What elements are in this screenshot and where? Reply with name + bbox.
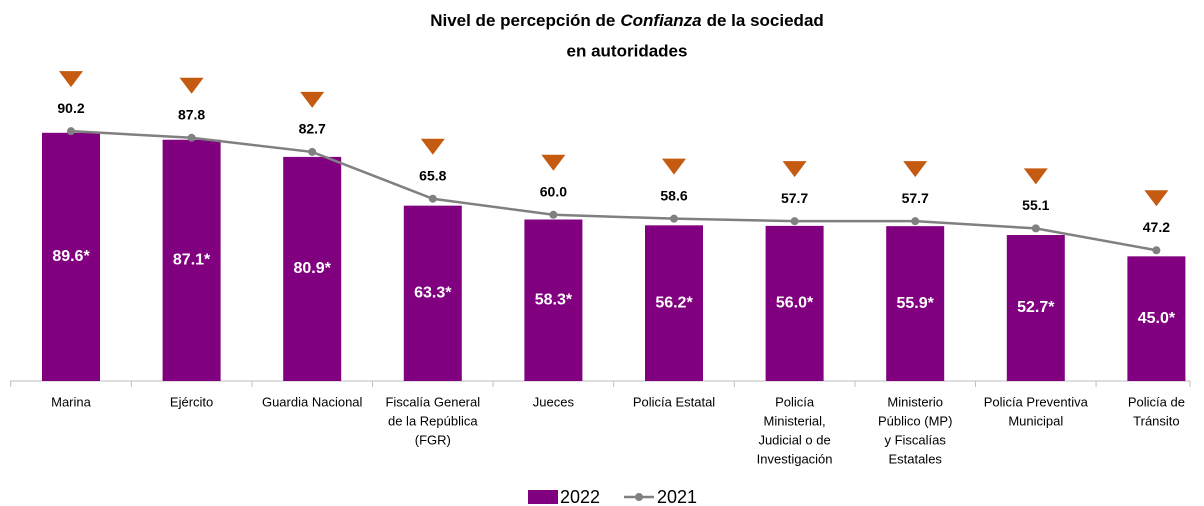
- decrease-marker: [903, 161, 928, 178]
- bar: [886, 226, 945, 381]
- line-value-label: 87.8: [178, 106, 205, 122]
- line-point: [428, 194, 437, 203]
- bar-value-label: 89.6*: [52, 248, 90, 265]
- x-tick-label: Policía: [775, 394, 815, 409]
- line-value-label: 55.1: [1022, 197, 1049, 213]
- bar: [42, 132, 100, 381]
- decrease-marker: [1144, 190, 1169, 207]
- x-tick-label: Ejército: [170, 394, 213, 409]
- line-point: [67, 127, 75, 136]
- line-value-label: 47.2: [1143, 219, 1170, 235]
- x-tick-label: Policía Preventiva: [984, 394, 1089, 409]
- bar-value-label: 87.1*: [173, 252, 211, 269]
- x-tick-label: Policía Estatal: [633, 394, 715, 409]
- bar-value-label: 45.0*: [1138, 310, 1176, 327]
- decrease-marker: [662, 158, 686, 175]
- line-value-label: 57.7: [781, 190, 808, 206]
- title-emphasis: Confianza: [620, 11, 701, 30]
- bar: [403, 205, 462, 381]
- decrease-marker: [541, 154, 566, 171]
- line-value-label: 60.0: [540, 184, 567, 200]
- chart-title-line: en autoridades: [567, 41, 688, 60]
- line-point: [790, 217, 799, 226]
- legend-label: 2021: [657, 487, 697, 506]
- x-tick-label: Guardia Nacional: [262, 394, 363, 409]
- bar-value-label: 63.3*: [414, 285, 452, 302]
- bar: [283, 156, 342, 381]
- x-tick-label: Municipal: [1008, 413, 1063, 428]
- line-value-label: 57.7: [902, 190, 929, 206]
- x-tick-label: Tránsito: [1133, 413, 1179, 428]
- x-tick-label: de la República: [388, 413, 478, 428]
- line-point: [187, 133, 196, 142]
- bar: [524, 219, 583, 381]
- x-tick-label: y Fiscalías: [884, 432, 946, 447]
- line: [70, 129, 1157, 252]
- bar: [1006, 235, 1065, 381]
- x-tick-label: Estatales: [888, 451, 942, 466]
- decrease-marker: [179, 77, 204, 94]
- line-point: [308, 147, 317, 156]
- bar: [765, 225, 824, 381]
- decrease-marker: [420, 138, 445, 155]
- decrease-marker: [782, 161, 807, 178]
- line-point: [1031, 224, 1040, 233]
- x-tick-label: Judicial o de: [758, 432, 830, 447]
- x-tick-label: Fiscalía General: [385, 394, 480, 409]
- x-tick-label: Público (MP): [878, 413, 952, 428]
- line-value-label: 82.7: [299, 121, 326, 137]
- legend-swatch: [528, 490, 558, 504]
- bar-value-label: 58.3*: [535, 291, 573, 308]
- line-value-label: 58.6: [660, 187, 687, 203]
- line-point: [549, 210, 558, 219]
- x-tick-label: Investigación: [757, 451, 833, 466]
- legend-swatch-point: [635, 493, 643, 501]
- decrease-marker: [300, 91, 325, 108]
- x-tick-label: Jueces: [533, 394, 575, 409]
- line-point: [911, 217, 920, 226]
- chart-title: Nivel de percepción de Confianza de la soc…: [430, 11, 824, 30]
- legend-label: 2022: [560, 487, 600, 506]
- x-tick-label: (FGR): [415, 432, 451, 447]
- x-tick-label: Policía de: [1128, 394, 1185, 409]
- title-part: Nivel de percepción de: [430, 11, 615, 30]
- bar: [1127, 256, 1186, 381]
- line-value-label: 65.8: [419, 167, 446, 183]
- x-tick-label: Ministerio: [887, 394, 943, 409]
- bar-value-label: 55.9*: [897, 295, 935, 312]
- bar-value-label: 56.2*: [655, 294, 693, 311]
- x-tick-label: Ministerial,: [764, 413, 826, 428]
- decrease-marker: [59, 71, 83, 88]
- bar-value-label: 80.9*: [294, 260, 332, 277]
- title-part: de la sociedad: [707, 11, 824, 30]
- line-value-label: 90.2: [57, 100, 84, 116]
- x-tick-label: Marina: [51, 394, 92, 409]
- line-point: [670, 214, 678, 223]
- bar: [162, 139, 221, 381]
- decrease-marker: [1023, 168, 1048, 185]
- line-point: [1152, 246, 1161, 255]
- bar: [645, 225, 703, 381]
- bar-value-label: 56.0*: [776, 295, 814, 312]
- bar-value-label: 52.7*: [1017, 299, 1055, 316]
